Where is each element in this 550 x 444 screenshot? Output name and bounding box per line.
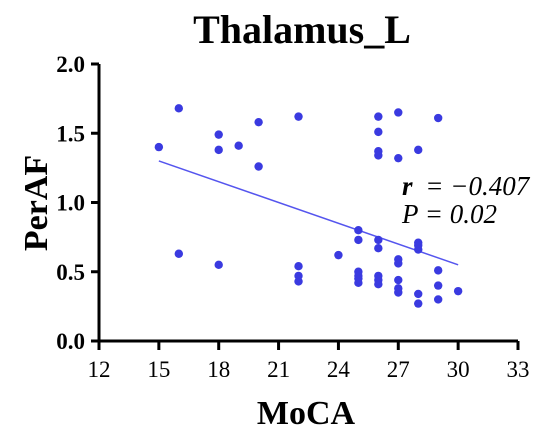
x-tick-label: 24 (327, 357, 351, 382)
data-point (394, 288, 403, 297)
data-point (354, 226, 363, 235)
y-ticks: 0.0 0.5 1.0 1.5 2.0 (56, 52, 99, 354)
data-point (174, 249, 184, 258)
data-point (354, 278, 363, 288)
data-points (154, 104, 463, 308)
data-point (414, 289, 423, 299)
x-tick-label: 21 (267, 357, 290, 382)
y-tick-label: 0.0 (56, 329, 85, 354)
data-point (433, 266, 443, 275)
data-point (214, 260, 223, 270)
data-point (414, 245, 423, 254)
x-tick-label: 15 (147, 357, 170, 382)
x-ticks: 12 15 18 21 24 27 30 33 (88, 341, 530, 382)
data-point (214, 145, 223, 155)
data-point (433, 281, 443, 290)
data-point (294, 262, 303, 271)
p-annotation: P = 0.02 (401, 199, 497, 229)
regression-line-group (158, 160, 459, 266)
y-tick-label: 1.5 (56, 121, 85, 146)
data-point (394, 153, 403, 163)
x-axis-label: MoCA (257, 395, 356, 432)
data-point (374, 235, 383, 245)
data-point (433, 295, 443, 304)
y-tick-label: 2.0 (56, 52, 85, 77)
data-point (154, 142, 164, 152)
data-point (334, 250, 343, 260)
data-point (433, 113, 443, 123)
data-point (354, 235, 363, 245)
r-annotation: r = −0.407 (402, 171, 531, 201)
y-axis-label: PerAF (18, 155, 55, 251)
chart-title: Thalamus_L (193, 7, 411, 52)
data-point (374, 127, 383, 137)
data-point (174, 104, 184, 113)
data-point (294, 112, 303, 121)
data-point (294, 277, 303, 286)
r-symbol: r (402, 171, 413, 201)
data-point (414, 145, 423, 155)
data-point (394, 275, 403, 285)
data-point (374, 244, 383, 253)
data-point (254, 117, 263, 127)
x-tick-label: 12 (88, 357, 111, 382)
data-point (414, 299, 423, 308)
data-point (374, 112, 383, 121)
y-tick-label: 1.0 (56, 191, 85, 216)
data-point (394, 108, 403, 117)
regression-line (158, 160, 459, 266)
data-point (374, 280, 383, 289)
data-point (374, 151, 383, 160)
x-tick-label: 27 (387, 357, 410, 382)
x-tick-label: 33 (507, 357, 530, 382)
data-point (234, 141, 243, 150)
r-value: = −0.407 (425, 171, 530, 201)
x-tick-label: 30 (447, 357, 470, 382)
data-point (254, 162, 263, 171)
x-tick-label: 18 (207, 357, 230, 382)
y-tick-label: 0.5 (56, 260, 85, 285)
data-point (214, 130, 223, 139)
data-point (394, 259, 403, 268)
data-point (453, 286, 463, 296)
